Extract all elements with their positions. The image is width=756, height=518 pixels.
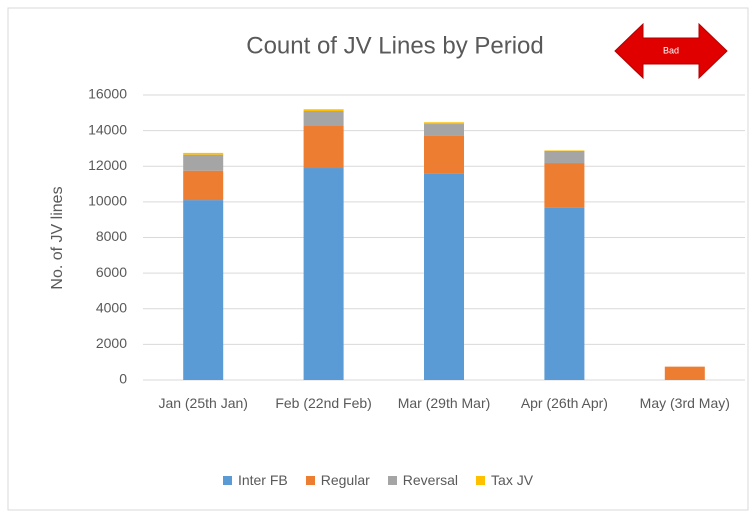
bar-segment (183, 152, 224, 155)
y-tick-label: 0 (119, 371, 127, 387)
y-tick-label: 4000 (96, 299, 127, 315)
bar-segment (303, 111, 344, 126)
bar-segment (303, 109, 344, 112)
chart-border (7, 7, 749, 511)
y-axis-title: No. of JV lines (49, 186, 66, 289)
bar-segment (303, 125, 344, 169)
chart-title: Count of JV Lines by Period (246, 32, 544, 59)
legend-swatch (305, 475, 315, 485)
legend-swatch (387, 475, 397, 485)
bar-segment (424, 122, 464, 125)
y-tick-label: 6000 (96, 264, 127, 280)
legend: Inter FB Regular Reversal Tax JV (0, 472, 756, 488)
x-tick-label: Feb (22nd Feb) (275, 395, 372, 411)
bar-segment (424, 135, 464, 174)
bar-segment (183, 154, 224, 171)
bar-segment (664, 366, 705, 380)
legend-item: Inter FB (222, 472, 288, 488)
bar-segment (544, 207, 585, 380)
bar-segment (544, 150, 585, 164)
y-tick-label: 2000 (96, 335, 127, 351)
legend-item: Regular (305, 472, 370, 488)
legend-label: Regular (320, 472, 370, 488)
x-tick-label: Apr (26th Apr) (520, 395, 608, 411)
y-tick-label: 10000 (88, 193, 127, 209)
bar-segment (424, 173, 464, 380)
y-tick-label: 12000 (88, 157, 127, 173)
legend-item: Reversal (387, 472, 459, 488)
arrow (614, 22, 728, 80)
legend-item: Tax JV (476, 472, 533, 488)
bar-segment (303, 168, 344, 380)
bar-segment (544, 163, 585, 208)
y-tick-label: 16000 (88, 86, 127, 102)
legend-swatch (222, 475, 232, 485)
bar-segment (544, 150, 585, 151)
legend-label: Inter FB (237, 472, 288, 488)
bar-segment (183, 200, 224, 380)
annotation: Bad (663, 45, 679, 55)
bar-segment (424, 124, 464, 136)
legend-label: Tax JV (491, 472, 534, 488)
x-tick-label: Mar (29th Mar) (397, 395, 491, 411)
x-tick-label: May (3rd May) (639, 395, 730, 411)
y-tick-label: 8000 (96, 228, 127, 244)
legend-label: Reversal (402, 472, 459, 488)
bar-segment (183, 170, 224, 201)
legend-swatch (476, 475, 486, 485)
y-tick-label: 14000 (88, 121, 127, 137)
x-tick-label: Jan (25th Jan) (158, 395, 248, 411)
